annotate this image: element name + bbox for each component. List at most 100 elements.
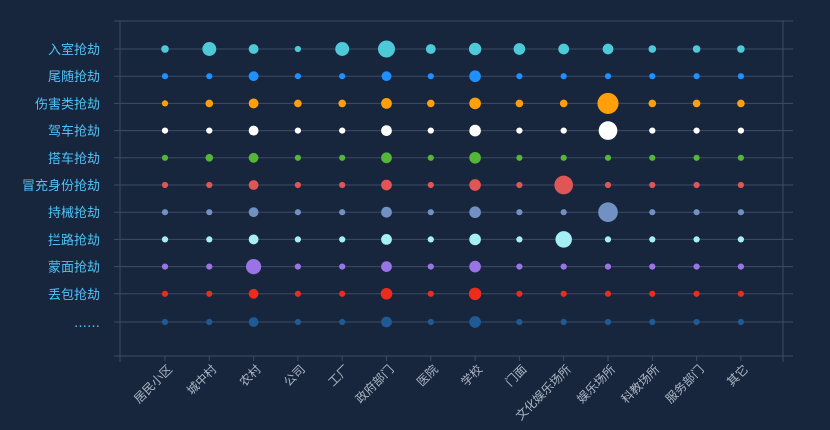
data-point [427,263,434,270]
x-tick-label: 工厂 [325,362,352,389]
x-tick-label: 科教场所 [618,362,663,407]
data-point [335,42,350,56]
data-point [604,236,612,243]
data-point [339,154,346,161]
data-point [338,99,347,108]
data-point [206,209,213,216]
data-point [161,290,169,297]
x-tick-label: 医院 [414,362,441,389]
data-point [248,98,259,109]
data-point [245,258,262,275]
data-point [649,318,656,326]
y-tick-label: 丢包抢劫 [48,287,100,303]
data-point [560,73,567,80]
data-point [427,209,434,216]
data-point [516,236,523,243]
y-tick-label: 持械抢劫 [48,205,100,221]
data-point [294,209,302,216]
data-point [339,263,346,270]
data-point [248,317,259,327]
data-point [649,236,656,243]
data-point [602,43,614,55]
data-point [161,181,169,189]
y-tick-label: 尾随抢劫 [48,69,100,85]
data-point [339,290,346,297]
data-point [737,99,745,108]
data-point [559,99,568,108]
data-point [427,127,434,134]
data-point [554,175,574,195]
data-point [294,154,302,161]
data-point [516,127,523,134]
data-point [161,154,169,161]
data-point [205,99,214,108]
data-point [161,127,169,134]
data-point [381,125,392,136]
data-point [737,209,745,216]
data-point [737,45,745,53]
data-point [469,206,481,219]
data-point [294,290,302,297]
data-point [469,316,481,328]
data-point [294,263,302,270]
data-point [381,179,392,191]
data-point [381,316,392,328]
data-point [693,209,700,216]
data-point [294,236,302,243]
data-point [161,100,169,107]
data-point [737,73,745,80]
data-point [516,181,523,189]
data-point [692,45,701,53]
data-point [560,318,567,326]
data-point [560,209,567,216]
data-point [737,181,745,189]
data-point [248,234,259,245]
data-point [248,207,259,218]
data-point [206,290,213,297]
data-point [427,290,434,297]
data-point [427,236,434,243]
y-tick-label: …… [74,316,100,331]
data-point [737,263,745,270]
data-point [693,236,700,243]
data-point [516,290,523,297]
y-tick-label: 搭车抢劫 [48,151,100,167]
data-point [294,45,302,53]
data-point [737,318,745,326]
data-point [604,73,612,80]
y-tick-label: 伤害类抢劫 [35,96,100,112]
data-point [248,152,259,163]
data-point [339,318,346,326]
data-point [516,73,523,80]
data-point [469,260,481,273]
data-point [516,154,523,161]
data-point [560,290,567,297]
data-point [649,209,656,216]
data-point [294,99,302,108]
data-point [560,154,567,161]
data-point [737,154,745,161]
data-point [427,73,434,80]
data-point [604,318,612,326]
data-point [206,318,213,326]
data-point [205,153,214,162]
data-point [381,98,392,109]
data-point [604,290,612,297]
data-point [469,233,481,246]
data-point [469,151,481,164]
data-point [248,71,259,82]
data-point [294,73,302,80]
data-point [693,73,700,80]
data-point [604,181,612,189]
data-point [248,180,259,190]
x-tick-label: 门面 [502,362,530,390]
data-point [294,181,302,189]
data-point [692,99,701,108]
data-point [381,261,392,272]
y-tick-label: 冒充身份抢劫 [22,178,100,194]
data-point [206,73,213,80]
data-point [649,127,656,134]
data-point [513,43,526,55]
